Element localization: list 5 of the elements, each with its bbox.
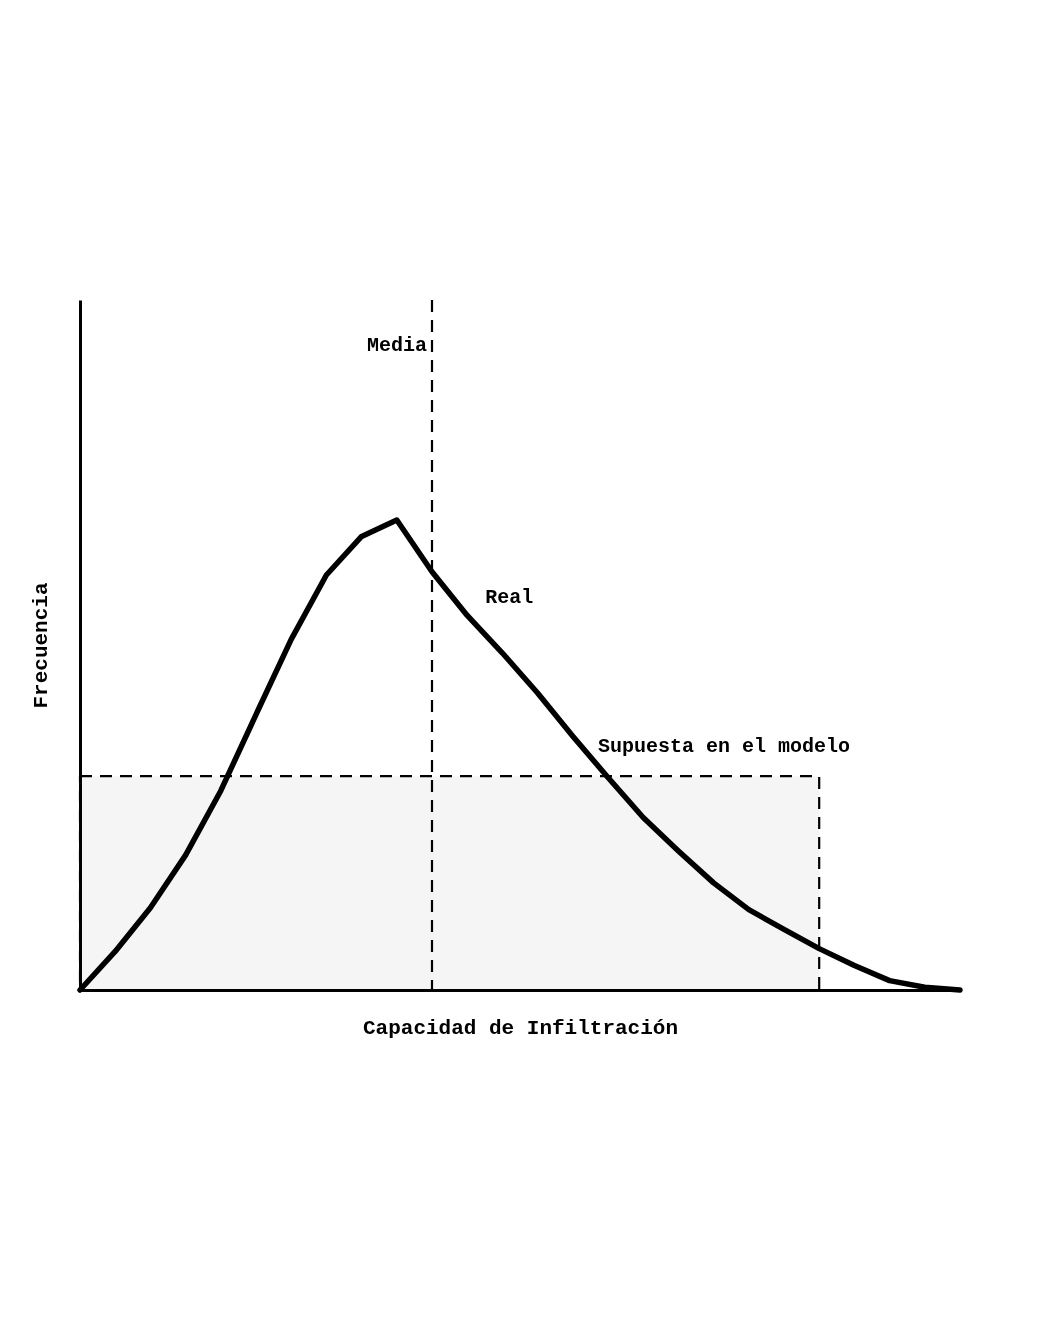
series-label: Supuesta en el modelo bbox=[597, 735, 851, 759]
text: Media bbox=[366, 334, 428, 357]
y-axis-title: Frecuencia bbox=[29, 582, 53, 709]
series-label: Real bbox=[485, 586, 534, 610]
x-axis-title: Capacidad de Infiltración bbox=[362, 1016, 679, 1040]
